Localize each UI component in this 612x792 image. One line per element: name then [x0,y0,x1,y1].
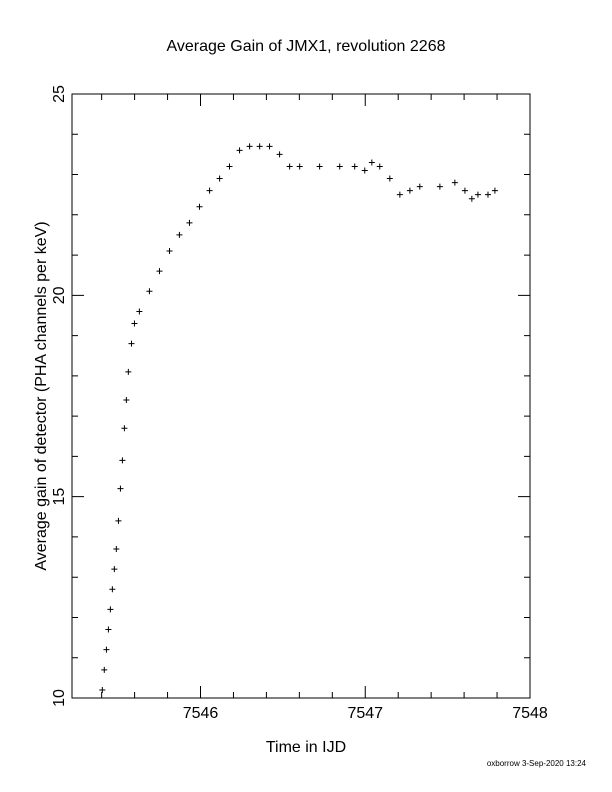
point [276,151,283,158]
point [113,546,120,553]
point [111,566,118,573]
point [396,191,403,198]
point [451,179,458,186]
point [491,187,498,194]
point [376,163,383,170]
y-axis-label: Average gain of detector (PHA channels p… [33,221,50,570]
point [128,340,135,347]
point [176,231,183,238]
point [484,191,491,198]
point [101,666,108,673]
y-tick-label: 15 [51,488,68,506]
point [286,163,293,170]
point [296,163,303,170]
point [125,368,132,375]
y-tick-label: 20 [51,286,68,304]
point [256,143,263,150]
x-tick-label: 7546 [183,705,219,722]
point [461,187,468,194]
point [236,147,243,154]
x-axis-label: Time in IJD [266,739,346,756]
point [474,191,481,198]
y-tick-label: 10 [51,689,68,707]
point [206,187,213,194]
point [386,175,393,182]
point [117,485,124,492]
x-tick-label: 7548 [512,705,548,722]
point [123,397,130,404]
point [136,308,143,315]
point [119,457,126,464]
point [166,248,173,255]
point [115,517,122,524]
point [351,163,358,170]
point [436,183,443,190]
point [156,268,163,275]
point [361,167,368,174]
point [416,183,423,190]
point [196,203,203,210]
point [246,143,253,150]
point [406,187,413,194]
point [131,320,138,327]
point [99,686,106,693]
footer: oxborrow 3-Sep-2020 13:24 [487,759,587,768]
point [107,606,114,613]
point [468,195,475,202]
point [105,626,112,633]
point [226,163,233,170]
chart-title: Average Gain of JMX1, revolution 2268 [167,38,446,55]
point [186,219,193,226]
x-tick-label: 7547 [347,705,383,722]
point [368,159,375,166]
point [103,646,110,653]
point [121,425,128,432]
point [216,175,223,182]
y-tick-label: 25 [51,85,68,103]
point [109,586,116,593]
plot-frame [71,93,531,699]
point [316,163,323,170]
point [336,163,343,170]
point [266,143,273,150]
point [146,288,153,295]
